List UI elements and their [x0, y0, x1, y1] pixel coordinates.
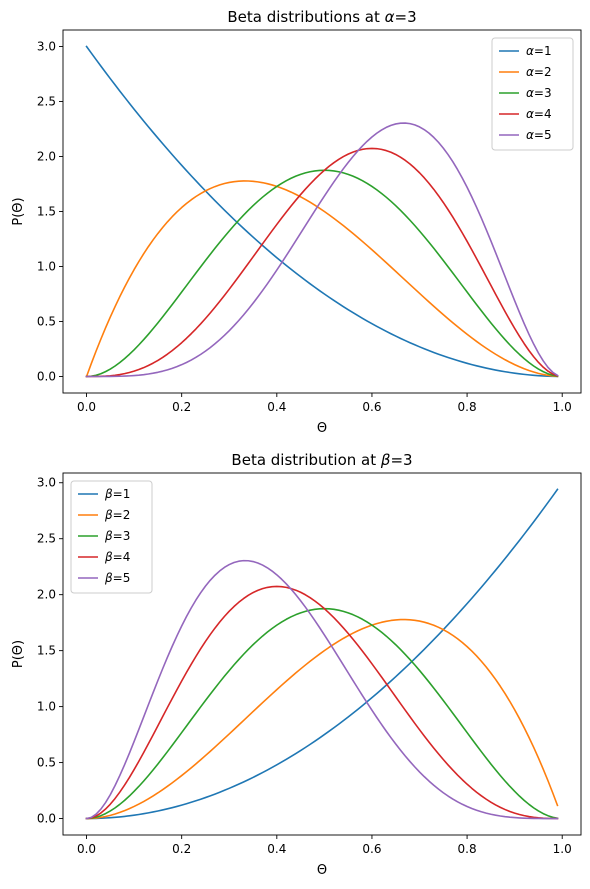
x-tick-label: 1.0: [553, 842, 572, 856]
x-axis-label: Θ: [317, 863, 327, 878]
x-tick-label: 0.2: [172, 400, 191, 414]
legend-label-4-suffix: =4: [534, 107, 552, 121]
series-line-3: [85, 607, 559, 820]
y-tick-label: 3.0: [37, 476, 56, 490]
legend-label-4: β=4: [104, 550, 130, 564]
legend-label-5-suffix: =5: [113, 571, 131, 585]
legend-label-2: β=2: [104, 508, 130, 522]
legend-label-5: α=5: [526, 128, 552, 142]
series-line-1: [85, 488, 559, 820]
chart-title: Beta distribution at β=3: [231, 451, 412, 469]
series-line-2: [85, 618, 559, 820]
series-line-5: [85, 559, 559, 820]
y-tick-label: 1.5: [37, 205, 56, 219]
series-group: [85, 488, 559, 820]
legend-label-3-suffix: =3: [534, 86, 552, 100]
series-line-5: [85, 122, 559, 378]
legend: α=1α=2α=3α=4α=5: [491, 37, 574, 151]
y-tick-label: 3.0: [37, 40, 56, 54]
legend-label-5-symbol: α: [526, 128, 534, 142]
y-axis-label: P(Θ): [11, 640, 26, 668]
chart-2: Beta distribution at β=30.0 0.2 0.4 0.6 0.8 1…: [11, 451, 582, 878]
legend-label-2: α=2: [526, 65, 552, 79]
legend-label-4-suffix: =4: [113, 550, 131, 564]
y-tick-label: 2.5: [37, 532, 56, 546]
legend-label-2-suffix: =2: [534, 65, 552, 79]
y-tick-label: 1.5: [37, 644, 56, 658]
chart-title-prefix: Beta distributions at: [227, 8, 384, 26]
x-tick-label: 0.4: [267, 842, 286, 856]
legend-label-3-suffix: =3: [113, 529, 131, 543]
x-tick-label: 0.0: [77, 400, 96, 414]
legend-label-1: β=1: [104, 487, 130, 501]
series-group: [85, 45, 559, 378]
legend-label-1-suffix: =1: [113, 487, 131, 501]
chart-title-suffix: =3: [395, 8, 417, 26]
x-axis-label: Θ: [317, 421, 327, 436]
chart-title: Beta distributions at α=3: [227, 8, 416, 26]
chart-title-prefix: Beta distribution at: [231, 451, 380, 469]
legend-label-3-symbol: β: [104, 529, 113, 543]
x-tick-label: 0.2: [172, 842, 191, 856]
legend-box: [491, 37, 574, 151]
x-tick-label: 0.0: [77, 842, 96, 856]
x-tick-label: 0.6: [362, 400, 381, 414]
legend-label-2-suffix: =2: [113, 508, 131, 522]
series-line-4: [85, 147, 559, 378]
y-axis-label: P(Θ): [11, 197, 26, 225]
series-line-1: [85, 45, 559, 378]
legend-label-4: α=4: [526, 107, 552, 121]
legend-label-1-symbol: α: [526, 44, 534, 58]
x-tick-label: 0.8: [458, 842, 477, 856]
series-line-2: [85, 180, 559, 378]
legend-label-3: α=3: [526, 86, 552, 100]
y-tick-label: 2.0: [37, 588, 56, 602]
x-tick-label: 0.4: [267, 400, 286, 414]
legend-label-5: β=5: [104, 571, 130, 585]
legend: β=1β=2β=3β=4β=5: [70, 480, 153, 594]
y-tick-label: 0.0: [37, 370, 56, 384]
legend-label-5-symbol: β: [104, 571, 113, 585]
legend-label-3: β=3: [104, 529, 130, 543]
chart-title-symbol: β: [380, 451, 391, 469]
legend-label-2-symbol: α: [526, 65, 534, 79]
chart-1: Beta distributions at α=30.0 0.2 0.4 0.6 0.8…: [11, 8, 582, 436]
legend-label-4-symbol: α: [526, 107, 534, 121]
y-tick-label: 2.5: [37, 95, 56, 109]
legend-label-1-suffix: =1: [534, 44, 552, 58]
y-tick-label: 0.5: [37, 756, 56, 770]
plot-frame: [62, 472, 582, 836]
legend-label-4-symbol: β: [104, 550, 113, 564]
legend-label-3-symbol: α: [526, 86, 534, 100]
chart-title-symbol: α: [385, 8, 395, 26]
x-tick-label: 0.6: [362, 842, 381, 856]
y-tick-label: 0.5: [37, 315, 56, 329]
y-tick-label: 1.0: [37, 260, 56, 274]
legend-label-2-symbol: β: [104, 508, 113, 522]
x-tick-label: 0.8: [458, 400, 477, 414]
series-line-4: [85, 585, 559, 820]
y-tick-label: 1.0: [37, 700, 56, 714]
legend-box: [70, 480, 153, 594]
legend-label-1-symbol: β: [104, 487, 113, 501]
y-tick-label: 0.0: [37, 812, 56, 826]
x-tick-label: 1.0: [553, 400, 572, 414]
y-tick-label: 2.0: [37, 150, 56, 164]
legend-label-5-suffix: =5: [534, 128, 552, 142]
legend-label-1: α=1: [526, 44, 552, 58]
chart-title-suffix: =3: [390, 451, 412, 469]
series-line-3: [85, 169, 559, 378]
